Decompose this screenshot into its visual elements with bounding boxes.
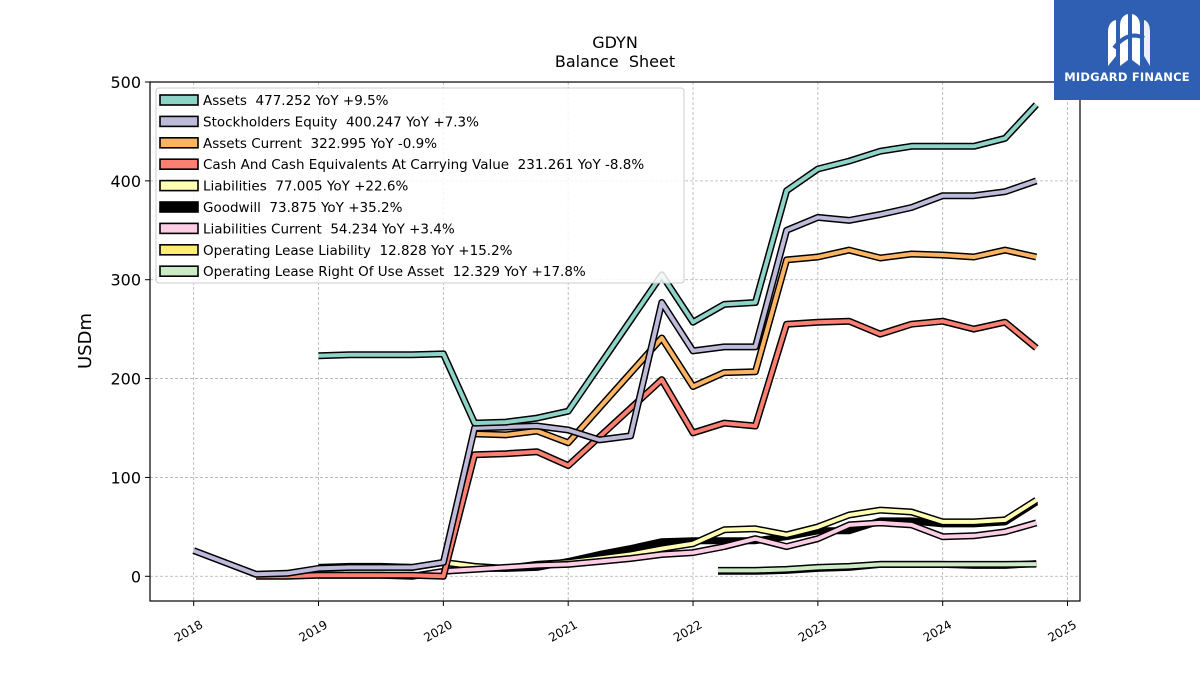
legend-swatch [159,115,199,128]
x-tick-label: 2023 [796,617,829,644]
y-tick-label: 200 [110,370,141,389]
x-tick-label: 2021 [546,617,579,644]
legend: Assets 477.252 YoY +9.5% Stockholders Equ… [155,87,685,284]
x-tick-label: 2020 [421,617,454,644]
legend-label: Liabilities Current 54.234 YoY +3.4% [203,221,455,237]
chart-title: GDYN [592,33,638,52]
legend-label: Stockholders Equity 400.247 YoY +7.3% [203,114,479,130]
legend-swatch [159,244,199,256]
y-tick-label: 100 [110,468,141,487]
midgard-logo-icon [1108,14,1150,66]
legend-label: Assets Current 322.995 YoY -0.9% [203,136,437,152]
y-tick-label: 500 [110,73,141,92]
legend-swatch [159,265,199,278]
x-tick-label: 2025 [1046,617,1079,644]
x-tick-label: 2024 [921,617,954,644]
legend-label: Assets 477.252 YoY +9.5% [203,93,389,109]
y-tick-label: 300 [110,271,141,290]
legend-swatch [159,201,199,213]
y-axis-label: USDm [75,313,96,369]
series-line-cash-and-cash-equivalents-at-carrying-value [256,319,1038,579]
logo-text: MIDGARD FINANCE [1064,70,1190,84]
x-tick-label: 2022 [671,617,704,644]
y-tick-label: 0 [131,567,141,586]
legend-label: Goodwill 73.875 YoY +35.2% [203,200,403,216]
x-tick-label: 2018 [172,617,205,644]
legend-label: Operating Lease Liability 12.828 YoY +15… [203,243,513,259]
series-line-stockholders-equity [192,179,1037,577]
series-line-operating-lease-right-of-use-asset [718,562,1037,573]
legend-swatch [159,222,199,235]
legend-swatch [159,158,199,170]
plot-frame [149,81,1081,602]
legend-swatch [159,94,199,106]
chart-subtitle: Balance Sheet [555,52,675,71]
legend-swatch [159,179,199,192]
legend-box [155,87,685,284]
legend-label: Cash And Cash Equivalents At Carrying Va… [203,157,644,173]
series-line-assets-current [474,248,1037,445]
series-line-assets [318,103,1038,426]
legend-label: Liabilities 77.005 YoY +22.6% [203,179,408,195]
legend-label: Operating Lease Right Of Use Asset 12.32… [203,264,586,280]
y-tick-label: 400 [110,172,141,191]
series-lines [192,102,1039,580]
midgard-finance-logo: MIDGARD FINANCE [1054,0,1200,100]
x-tick-label: 2019 [297,617,330,644]
legend-swatch [159,137,199,149]
series-line-liabilities-current [318,520,1037,579]
